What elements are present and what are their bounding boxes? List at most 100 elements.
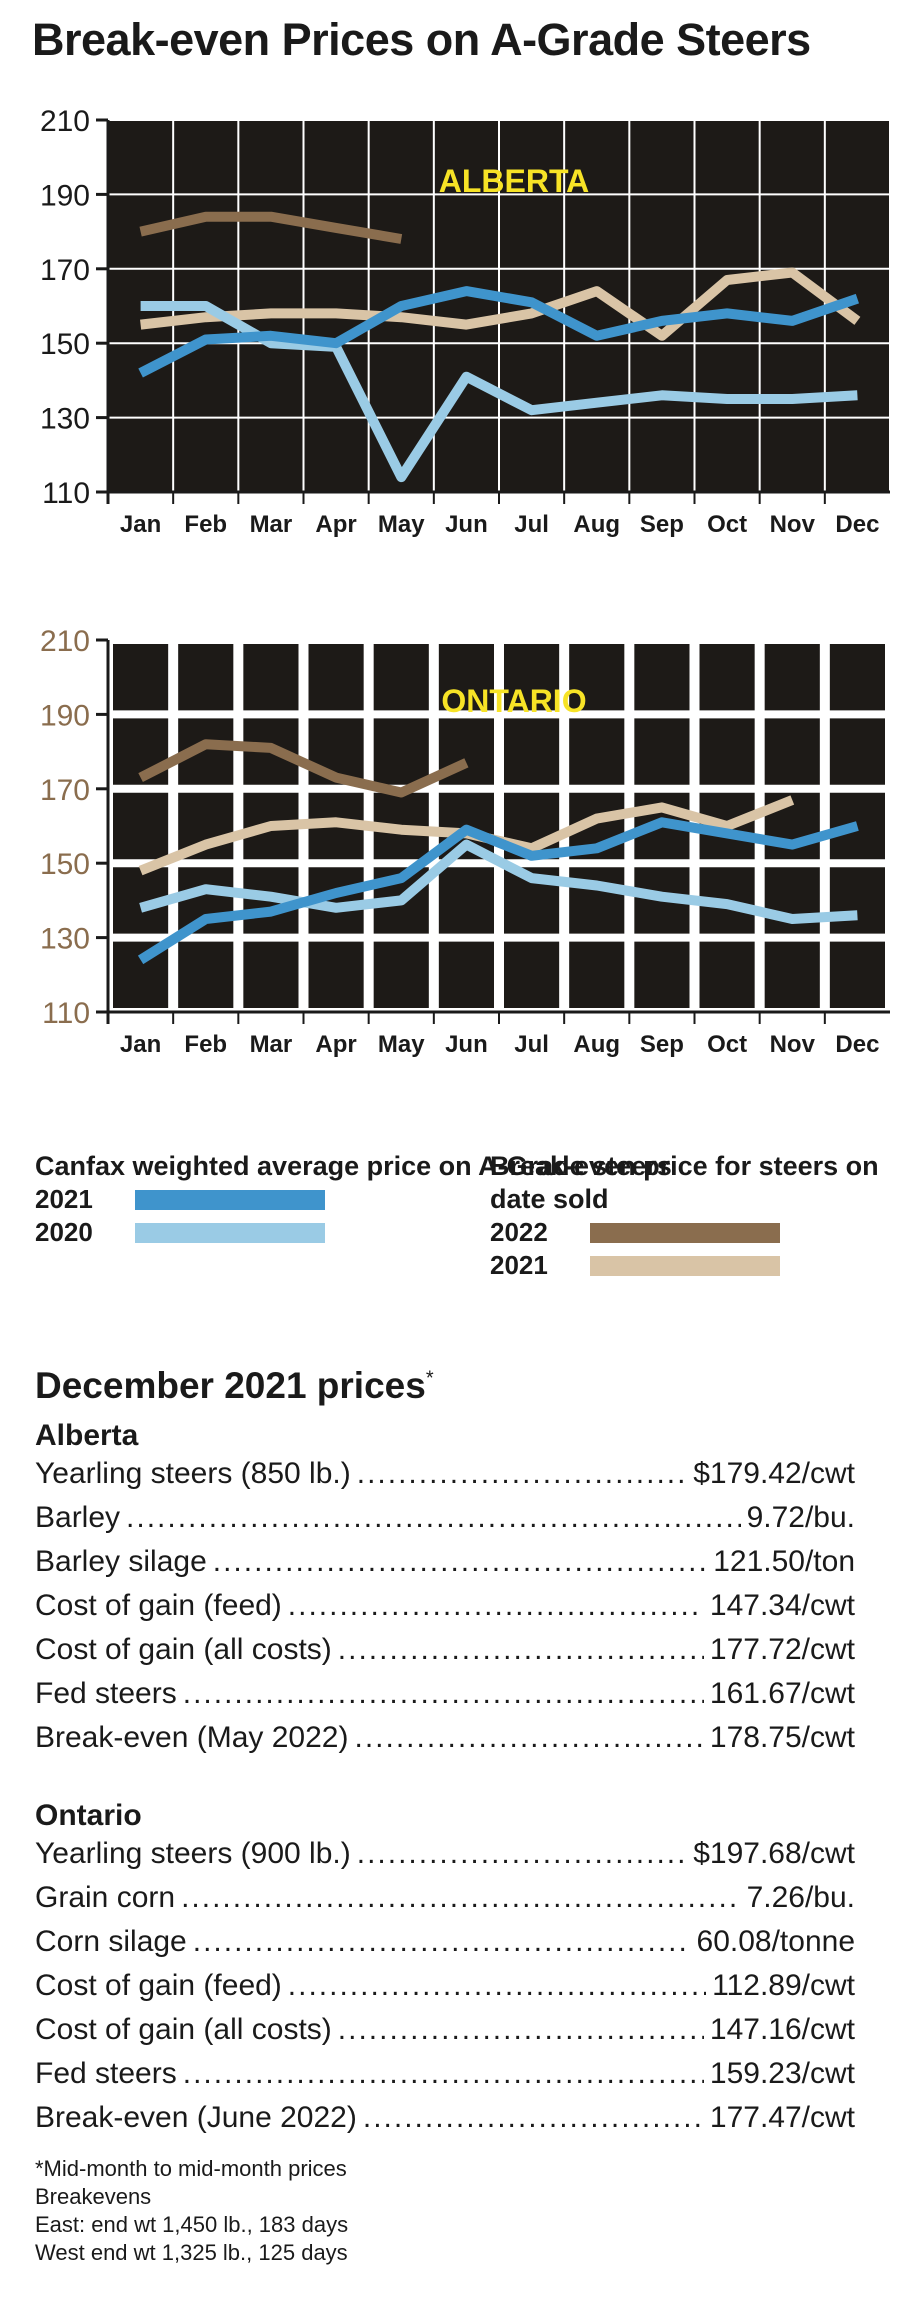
x-tick-label: Jul [514, 511, 549, 538]
legend-swatch-canfax-2020 [135, 1222, 325, 1243]
price-value: $179.42/cwt [693, 1457, 855, 1490]
legend-year-label: 2021 [35, 1184, 93, 1214]
price-row: Break-even (June 2022) 177.47/cwt [35, 2101, 855, 2145]
price-value: 112.89/cwt [712, 1969, 855, 2002]
x-tick-label: Oct [707, 1031, 747, 1058]
footnote-line: West end wt 1,325 lb., 125 days [35, 2240, 348, 2265]
dot-leader [288, 1969, 706, 2003]
price-label: Grain corn [35, 1881, 176, 1914]
region-title-alberta: Alberta [35, 1419, 139, 1452]
price-row: Cost of gain (all costs) 177.72/cwt [35, 1633, 855, 1677]
price-row: Fed steers 159.23/cwt [35, 2057, 855, 2101]
x-tick-label: Jun [445, 1031, 488, 1058]
legend-year-label: 2021 [490, 1250, 548, 1280]
price-value: 177.47/cwt [709, 2101, 855, 2134]
legend-year-label: 2020 [35, 1217, 93, 1247]
y-tick-label: 110 [42, 477, 90, 510]
price-label: Corn silage [35, 1925, 187, 1958]
price-value: 7.26/bu. [746, 1881, 855, 1914]
x-tick-label: Sep [640, 1031, 684, 1058]
x-tick-label: Jan [120, 1031, 161, 1058]
footnote-line: *Mid-month to mid-month prices [35, 2156, 347, 2181]
prices-heading: December 2021 prices* [35, 1365, 855, 1407]
price-label: Cost of gain (feed) [35, 1589, 282, 1622]
dot-leader [181, 1881, 741, 1915]
y-tick-label: 210 [40, 105, 90, 138]
y-tick-label: 110 [42, 997, 90, 1030]
price-label: Yearling steers (900 lb.) [35, 1837, 351, 1870]
dot-leader [213, 1545, 707, 1579]
chart-panel-label: ONTARIO [441, 683, 586, 719]
price-label: Cost of gain (all costs) [35, 2013, 332, 2046]
legend-item-canfax-2020: 2020 [35, 1216, 672, 1249]
price-row: Break-even (May 2022) 178.75/cwt [35, 1721, 855, 1765]
prices-section: December 2021 prices* Alberta Yearling s… [35, 1365, 855, 2267]
price-row: Cost of gain (feed) 112.89/cwt [35, 1969, 855, 2013]
x-tick-label: Feb [184, 511, 227, 538]
x-tick-label: Sep [640, 511, 684, 538]
price-value: 147.34/cwt [709, 1589, 855, 1622]
price-row: Barley 9.72/bu. [35, 1501, 855, 1545]
dot-leader [354, 1721, 703, 1755]
price-row: Corn silage 60.08/tonne [35, 1925, 855, 1969]
ontario-chart: 210 190 170 150 130 110 Jan Feb Mar Apr May Jun Jul A… [40, 625, 895, 1058]
price-row: Yearling steers (900 lb.) $197.68/cwt [35, 1837, 855, 1881]
price-label: Barley silage [35, 1545, 207, 1578]
alberta-price-list: Yearling steers (850 lb.) $179.42/cwt Bar… [35, 1457, 855, 1765]
price-row: Barley silage 121.50/ton [35, 1545, 855, 1589]
footnote-line: Breakevens [35, 2184, 152, 2209]
x-tick-label: Mar [250, 1031, 293, 1058]
dot-leader [338, 1633, 704, 1667]
y-tick-label: 150 [40, 328, 90, 361]
y-tick-label: 170 [40, 254, 90, 287]
legend-breakeven-title: Break-even price for steers on date sold [490, 1151, 879, 1214]
prices-heading-asterisk: * [425, 1367, 434, 1390]
canfax-2021-line [137, 817, 859, 965]
x-tick-label: May [378, 511, 425, 538]
dot-leader [183, 1677, 704, 1711]
price-label: Cost of gain (all costs) [35, 1633, 332, 1666]
price-row: Yearling steers (850 lb.) $179.42/cwt [35, 1457, 855, 1501]
legend-swatch-canfax-2021 [135, 1189, 325, 1210]
price-value: 178.75/cwt [709, 1721, 855, 1754]
y-tick-label: 130 [40, 923, 90, 956]
legend-canfax: Canfax weighted average price on A-Grade… [35, 1150, 672, 1249]
y-tick-label: 190 [40, 179, 90, 212]
price-value: 121.50/ton [713, 1545, 855, 1578]
region-title-ontario: Ontario [35, 1799, 142, 1832]
y-tick-label: 190 [40, 699, 90, 732]
x-tick-label: Dec [835, 511, 879, 538]
ontario-price-list: Yearling steers (900 lb.) $197.68/cwt Gra… [35, 1837, 855, 2145]
footnote-line: East: end wt 1,450 lb., 183 days [35, 2212, 349, 2237]
price-row: Fed steers 161.67/cwt [35, 1677, 855, 1721]
y-tick-label: 210 [40, 625, 90, 658]
x-tick-label: Apr [315, 1031, 356, 1058]
breakeven-2021-line [140, 267, 861, 341]
x-tick-label: Nov [770, 1031, 816, 1058]
legend-breakeven: Break-even price for steers on date sold… [490, 1150, 900, 1282]
canfax-2020-line [139, 839, 858, 924]
dot-leader [288, 1589, 704, 1623]
price-value: 60.08/tonne [696, 1925, 855, 1958]
x-tick-label: Dec [835, 1031, 879, 1058]
y-tick-label: 150 [40, 848, 90, 881]
price-value: 159.23/cwt [709, 2057, 855, 2090]
dot-leader [183, 2057, 704, 2091]
legend-item-canfax-2021: 2021 [35, 1183, 672, 1216]
x-tick-label: Mar [250, 511, 293, 538]
y-tick-label: 170 [40, 774, 90, 807]
chart-panel-label: ALBERTA [439, 163, 590, 199]
x-tick-label: Jun [445, 511, 488, 538]
dot-leader [357, 1837, 687, 1871]
page-title: Break-even Prices on A-Grade Steers [32, 14, 811, 65]
dot-leader [193, 1925, 691, 1959]
x-tick-label: Oct [707, 511, 747, 538]
footnotes: *Mid-month to mid-month prices Breakeven… [35, 2155, 855, 2267]
legend-item-breakeven-2021: 2021 [490, 1249, 900, 1282]
price-label: Cost of gain (feed) [35, 1969, 282, 2002]
price-label: Barley [35, 1501, 121, 1534]
legend-item-breakeven-2022: 2022 [490, 1216, 900, 1249]
dot-leader [338, 2013, 704, 2047]
price-row: Cost of gain (feed) 147.34/cwt [35, 1589, 855, 1633]
breakeven-2022-line [138, 739, 469, 798]
